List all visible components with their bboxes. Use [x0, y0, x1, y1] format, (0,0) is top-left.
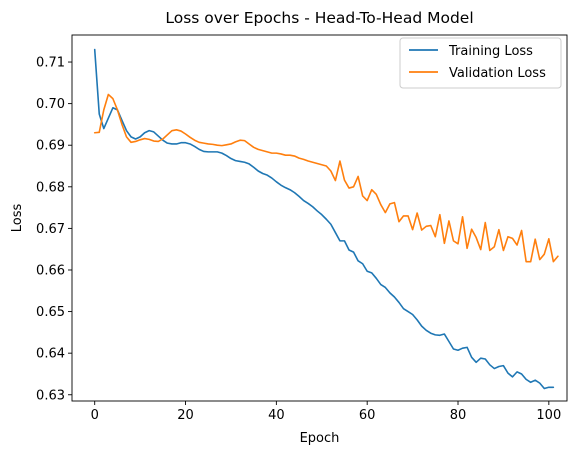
x-tick-label: 40: [268, 408, 285, 423]
x-axis: 0 20 40 60 80 100: [91, 401, 561, 423]
legend: Training Loss Validation Loss: [399, 37, 562, 89]
y-tick-label: 0.65: [36, 305, 65, 320]
y-tick-label: 0.69: [36, 139, 65, 154]
x-tick-label: 80: [450, 408, 467, 423]
y-tick-label: 0.68: [36, 180, 65, 195]
x-tick-label: 60: [359, 408, 376, 423]
y-axis: 0.63 0.64 0.65 0.66 0.67 0.68 0.69 0.70 0.71: [36, 56, 72, 403]
plot-frame: [71, 34, 568, 402]
y-axis-title: Loss: [10, 204, 25, 233]
y-tick-label: 0.70: [36, 97, 65, 112]
y-tick-label: 0.71: [36, 56, 65, 71]
chart-title: Loss over Epochs - Head-To-Head Model: [165, 9, 473, 27]
x-tick-label: 0: [91, 408, 99, 423]
x-tick-label: 20: [177, 408, 194, 423]
legend-label-validation-loss: Validation Loss: [449, 66, 546, 81]
x-axis-title: Epoch: [300, 431, 340, 446]
y-tick-label: 0.66: [36, 263, 65, 278]
y-tick-label: 0.63: [36, 388, 65, 403]
series-layer: [93, 48, 559, 390]
series-line-validation-loss: [93, 93, 559, 263]
y-tick-label: 0.67: [36, 222, 65, 237]
plot-area: [71, 34, 568, 402]
x-tick-label: 100: [536, 408, 561, 423]
legend-label-training-loss: Training Loss: [448, 44, 533, 59]
y-tick-label: 0.64: [36, 347, 65, 362]
legend-box: [399, 37, 562, 89]
series-line-training-loss: [93, 48, 555, 390]
